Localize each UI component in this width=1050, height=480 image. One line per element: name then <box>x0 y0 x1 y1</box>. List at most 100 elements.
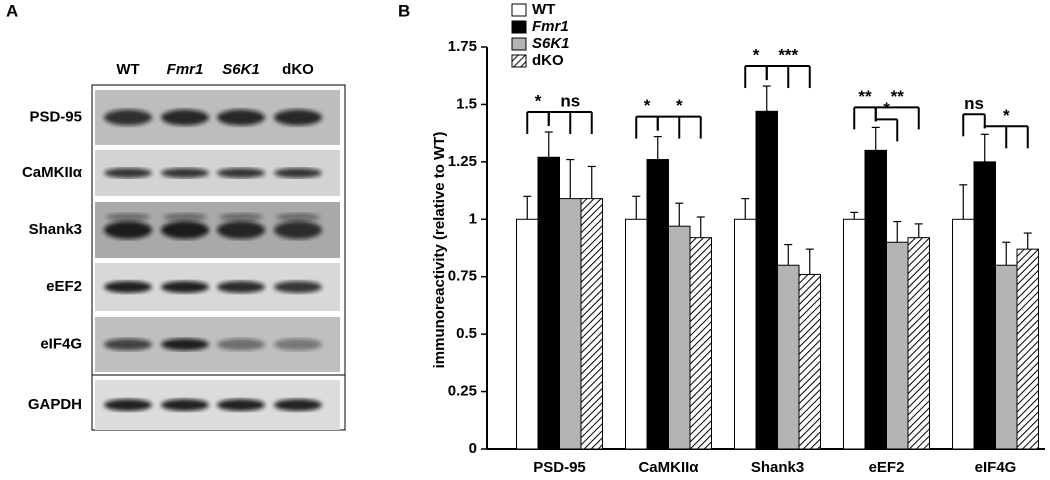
bar <box>952 218 975 450</box>
bar <box>625 218 648 450</box>
band <box>104 338 152 351</box>
row-label: CaMKIIα <box>22 164 83 181</box>
lane-label: WT <box>116 61 139 78</box>
error-bar <box>675 202 684 227</box>
band <box>274 109 322 126</box>
error-bar <box>653 135 662 160</box>
bar <box>516 218 539 450</box>
sig-label: * <box>1003 106 1010 125</box>
lane-label: Fmr1 <box>167 61 204 78</box>
band <box>104 168 152 178</box>
legend-label: Fmr1 <box>532 18 569 35</box>
error-bar <box>1002 241 1011 266</box>
error-bar <box>696 216 705 238</box>
legend-label: S6K1 <box>532 35 570 52</box>
band <box>104 399 152 411</box>
panel-label: A <box>6 1 18 20</box>
bar <box>798 273 821 450</box>
y-tick-label: 0.25 <box>448 383 477 400</box>
sig-label: * <box>644 96 651 115</box>
bar <box>559 198 582 450</box>
sig-label: * <box>676 96 683 115</box>
y-tick-label: 0 <box>469 440 477 457</box>
error-bar <box>850 211 859 220</box>
lane-label: dKO <box>282 61 314 78</box>
legend-label: dKO <box>532 52 564 69</box>
y-axis-label: immunoreactivity (relative to WT) <box>431 132 448 369</box>
x-tick-label: eEF2 <box>869 459 905 476</box>
y-tick-label: 1.5 <box>456 95 477 112</box>
error-bar <box>566 158 575 199</box>
error-bar <box>914 223 923 238</box>
row-label: PSD-95 <box>29 108 82 125</box>
band <box>276 213 320 221</box>
band <box>217 281 265 293</box>
band <box>274 338 322 351</box>
bar <box>668 225 691 450</box>
error-bar <box>784 243 793 266</box>
band <box>104 109 152 126</box>
bar <box>995 264 1018 450</box>
band <box>161 399 209 411</box>
bar <box>580 198 603 450</box>
error-bar <box>893 220 902 243</box>
error-bar <box>632 195 641 220</box>
error-bar <box>762 85 771 112</box>
legend-label: WT <box>532 1 555 18</box>
x-tick-label: Shank3 <box>751 459 804 476</box>
band <box>217 221 265 239</box>
bar <box>886 241 909 450</box>
bar <box>689 237 712 450</box>
band <box>217 109 265 126</box>
y-tick-label: 1.25 <box>448 153 477 170</box>
y-tick-label: 1.75 <box>448 38 477 55</box>
sig-label: ** <box>858 87 872 106</box>
band <box>161 109 209 126</box>
y-tick-label: 0.5 <box>456 325 477 342</box>
y-tick-label: 0.75 <box>448 268 477 285</box>
sig-label: * <box>535 91 542 110</box>
band <box>274 221 322 239</box>
error-bar <box>959 184 968 220</box>
lane-label: S6K1 <box>222 61 260 78</box>
legend-swatch <box>511 20 527 34</box>
band <box>217 168 265 178</box>
x-tick-label: CaMKIIα <box>638 459 699 476</box>
bar <box>646 159 669 450</box>
legend-swatch <box>511 54 527 68</box>
row-label: GAPDH <box>28 396 82 413</box>
error-bar <box>805 248 814 275</box>
bar <box>843 218 866 450</box>
band <box>163 213 207 221</box>
sig-label: * <box>753 46 760 65</box>
band <box>217 399 265 411</box>
bar <box>777 264 800 450</box>
legend-swatch <box>511 3 527 17</box>
error-bar <box>1023 232 1032 250</box>
x-tick-label: PSD-95 <box>533 459 586 476</box>
error-bar <box>741 198 750 220</box>
band <box>161 338 209 351</box>
bar <box>734 218 757 450</box>
band <box>274 399 322 411</box>
band <box>161 221 209 239</box>
bar <box>537 156 560 450</box>
y-tick-label: 1 <box>469 210 477 227</box>
band <box>104 221 152 239</box>
error-bar <box>523 195 532 220</box>
error-bar <box>980 133 989 162</box>
sig-label: *** <box>778 46 798 65</box>
sig-label: ns <box>560 91 580 110</box>
band <box>274 168 322 178</box>
band <box>161 281 209 293</box>
error-bar <box>544 131 553 158</box>
band <box>161 168 209 178</box>
row-label: Shank3 <box>29 221 82 238</box>
error-bar <box>587 165 596 199</box>
band <box>217 338 265 351</box>
bar <box>973 161 996 450</box>
row-label: eIF4G <box>40 335 82 352</box>
band <box>219 213 263 221</box>
